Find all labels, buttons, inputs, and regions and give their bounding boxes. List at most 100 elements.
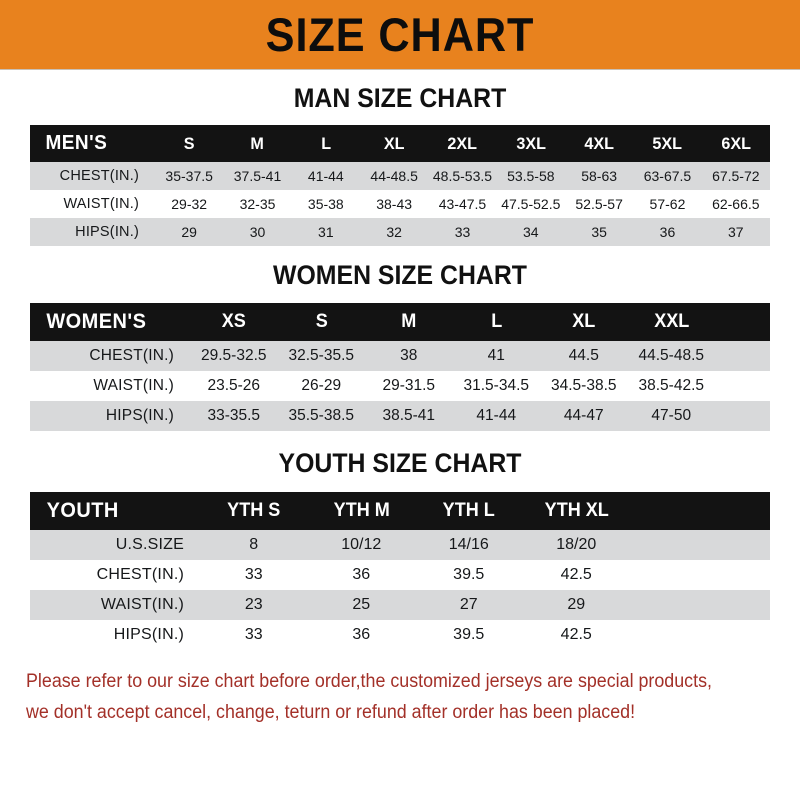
youth-row-spacer: [630, 620, 770, 650]
youth-col-s: YTH S: [227, 500, 281, 521]
man-section-title: MAN SIZE CHART: [293, 83, 507, 113]
man-waist-3xl: 47.5-52.5: [501, 196, 561, 212]
women-waist-m: 29-31.5: [382, 377, 436, 394]
youth-table-header: YOUTH YTH S YTH M YTH L YTH XL: [30, 492, 770, 530]
man-waist-m: 32-35: [239, 196, 276, 212]
youth-row-spacer: [630, 590, 770, 620]
man-hips-4xl: 35: [591, 224, 607, 240]
youth-col-l: YTH L: [442, 500, 495, 521]
table-row: U.S.SIZE 8 10/12 14/16 18/20: [30, 530, 770, 560]
man-waist-2xl: 43-47.5: [438, 196, 487, 212]
youth-row-label-ussize: U.S.SIZE: [115, 536, 184, 553]
man-waist-4xl: 52.5-57: [575, 196, 623, 212]
women-row-label-waist: WAIST(IN.): [93, 377, 174, 394]
table-row: HIPS(IN.) 33 36 39.5 42.5: [30, 620, 770, 650]
man-row-head-label: MEN'S: [45, 132, 108, 154]
women-hips-xxl: 47-50: [651, 407, 692, 424]
man-hips-5xl: 36: [659, 224, 676, 240]
page-banner: SIZE CHART: [0, 0, 800, 70]
youth-table-body: U.S.SIZE 8 10/12 14/16 18/20 CHEST(IN.) …: [30, 530, 770, 650]
table-row: CHEST(IN.) 35-37.5 37.5-41 41-44 44-48.5…: [30, 162, 770, 190]
table-row: WAIST(IN.) 29-32 32-35 35-38 38-43 43-47…: [30, 190, 770, 218]
man-hips-2xl: 33: [454, 224, 471, 240]
women-table-body: CHEST(IN.) 29.5-32.5 32.5-35.5 38 41 44.…: [30, 341, 770, 431]
table-row: WAIST(IN.) 23.5-26 26-29 29-31.5 31.5-34…: [30, 371, 770, 401]
women-hips-l: 41-44: [476, 407, 517, 424]
man-col-2xl: 2XL: [447, 133, 478, 153]
women-waist-xxl: 38.5-42.5: [638, 377, 705, 394]
youth-col-m: YTH M: [333, 500, 390, 521]
footer-disclaimer: Please refer to our size chart before or…: [0, 666, 800, 728]
table-row: HIPS(IN.) 33-35.5 35.5-38.5 38.5-41 41-4…: [30, 401, 770, 431]
youth-section-title: YOUTH SIZE CHART: [278, 448, 522, 478]
man-row-label-waist: WAIST(IN.): [63, 196, 139, 212]
women-hips-s: 35.5-38.5: [288, 407, 355, 424]
man-hips-l: 31: [318, 224, 334, 240]
table-row: CHEST(IN.) 29.5-32.5 32.5-35.5 38 41 44.…: [30, 341, 770, 371]
women-hips-m: 38.5-41: [382, 407, 436, 424]
man-hips-6xl: 37: [728, 224, 744, 240]
man-waist-s: 29-32: [171, 196, 208, 212]
women-row-spacer: [715, 401, 770, 431]
youth-row-head-label: YOUTH: [46, 499, 119, 522]
man-chest-2xl: 48.5-53.5: [432, 168, 493, 184]
youth-row-spacer: [630, 530, 770, 560]
youth-size-table: YOUTH YTH S YTH M YTH L YTH XL U.S.SIZE …: [30, 492, 770, 650]
women-header-row: WOMEN'S XS S M L XL XXL: [30, 303, 770, 341]
man-col-4xl: 4XL: [584, 133, 614, 153]
youth-header-spacer: [634, 492, 767, 530]
women-row-head-label: WOMEN'S: [46, 310, 147, 333]
women-col-l: L: [490, 311, 502, 332]
women-waist-xl: 34.5-38.5: [551, 377, 617, 394]
man-col-xl: XL: [383, 133, 405, 153]
women-chest-m: 38: [400, 347, 418, 364]
man-col-m: M: [250, 133, 265, 153]
youth-col-xl: YTH XL: [544, 500, 609, 521]
women-waist-xs: 23.5-26: [207, 377, 261, 394]
youth-row-spacer: [630, 560, 770, 590]
women-size-table: WOMEN'S XS S M L XL XXL CHEST(IN.) 29.5-…: [30, 303, 770, 431]
page-title: SIZE CHART: [265, 8, 535, 61]
man-chest-xl: 44-48.5: [370, 168, 418, 184]
women-row-spacer: [715, 341, 770, 371]
youth-size-section: YOUTH SIZE CHART YOUTH YTH S YTH M YTH L…: [0, 448, 800, 650]
man-waist-xl: 38-43: [376, 196, 413, 212]
women-section-title: WOMEN SIZE CHART: [273, 260, 527, 290]
man-col-5xl: 5XL: [652, 133, 683, 153]
man-chest-3xl: 53.5-58: [507, 168, 555, 184]
women-chest-s: 32.5-35.5: [288, 347, 355, 364]
women-row-spacer: [715, 371, 770, 401]
youth-ussize-xl: 18/20: [556, 536, 597, 553]
youth-row-label-chest: CHEST(IN.): [96, 566, 184, 583]
women-col-xs: XS: [221, 311, 246, 332]
man-table-body: CHEST(IN.) 35-37.5 37.5-41 41-44 44-48.5…: [30, 162, 770, 246]
youth-ussize-l: 14/16: [448, 536, 489, 553]
women-waist-s: 26-29: [301, 377, 342, 394]
table-row: HIPS(IN.) 29 30 31 32 33 34 35 36 37: [30, 218, 770, 246]
youth-waist-xl: 29: [567, 596, 586, 613]
women-chest-xs: 29.5-32.5: [201, 347, 267, 364]
youth-header-row: YOUTH YTH S YTH M YTH L YTH XL: [30, 492, 770, 530]
table-row: WAIST(IN.) 23 25 27 29: [30, 590, 770, 620]
youth-ussize-m: 10/12: [341, 536, 382, 553]
man-waist-5xl: 57-62: [649, 196, 686, 212]
man-hips-3xl: 34: [523, 224, 539, 240]
man-hips-s: 29: [181, 224, 197, 240]
man-table-header: MEN'S S M L XL 2XL 3XL 4XL 5XL 6XL: [30, 125, 770, 162]
youth-row-label-waist: WAIST(IN.): [100, 596, 184, 613]
women-col-m: M: [401, 311, 417, 332]
youth-chest-xl: 42.5: [560, 566, 592, 583]
man-chest-6xl: 67.5-72: [712, 168, 760, 184]
women-row-label-hips: HIPS(IN.): [105, 407, 174, 424]
youth-chest-l: 39.5: [453, 566, 485, 583]
man-col-l: L: [320, 133, 331, 153]
table-row: CHEST(IN.) 33 36 39.5 42.5: [30, 560, 770, 590]
women-hips-xl: 44-47: [563, 407, 604, 424]
man-col-s: S: [183, 133, 195, 153]
man-chest-s: 35-37.5: [165, 168, 213, 184]
man-col-6xl: 6XL: [720, 133, 751, 153]
youth-hips-xl: 42.5: [560, 626, 592, 643]
women-col-s: S: [315, 311, 328, 332]
youth-hips-s: 33: [244, 626, 263, 643]
